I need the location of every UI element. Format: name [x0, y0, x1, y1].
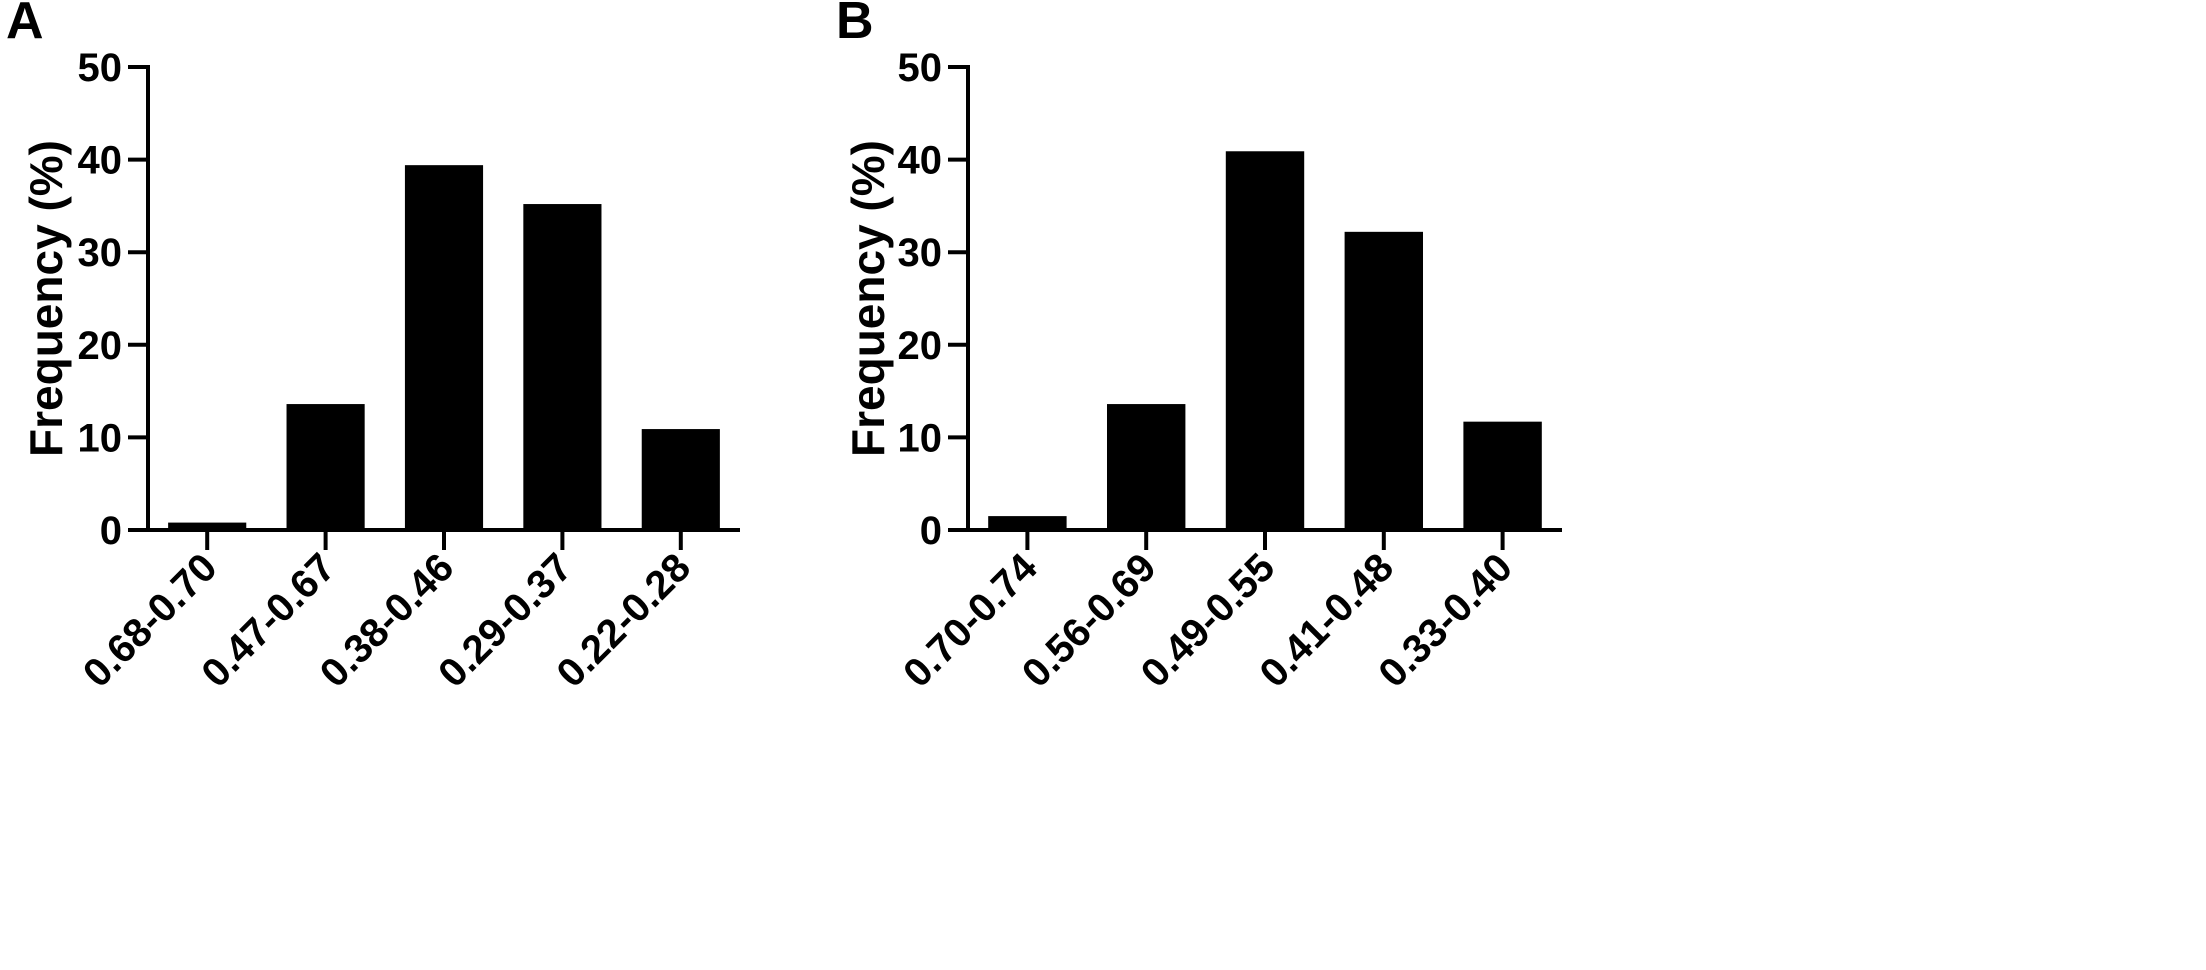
panel-b-chart: B010203040500.70-0.740.56-0.690.49-0.550… [836, 0, 1562, 696]
bar [523, 204, 602, 530]
y-tick-label: 40 [898, 139, 943, 183]
y-tick-label: 30 [898, 231, 943, 275]
y-tick-label: 10 [898, 416, 943, 460]
bar [1344, 231, 1424, 530]
y-tick-label: 0 [100, 509, 122, 553]
y-tick-label: 50 [78, 46, 123, 90]
y-tick-label: 10 [78, 416, 123, 460]
y-tick-label: 30 [78, 231, 123, 275]
bar [1106, 404, 1186, 530]
bar [1225, 151, 1305, 531]
bar [1463, 421, 1542, 530]
y-tick-label: 50 [898, 46, 943, 90]
y-axis-title: Frequency (%) [842, 140, 894, 457]
y-tick-label: 0 [920, 509, 942, 553]
panel-a-chart: A010203040500.68-0.700.47-0.670.38-0.460… [6, 0, 740, 696]
panel-letter: A [6, 0, 44, 50]
y-tick-label: 20 [898, 324, 943, 368]
y-tick-label: 20 [78, 324, 123, 368]
bar [286, 404, 365, 530]
bar [988, 516, 1067, 530]
panel-letter: B [836, 0, 874, 50]
y-axis-title: Frequency (%) [20, 140, 72, 457]
bar [404, 165, 484, 530]
y-tick-label: 40 [78, 139, 123, 183]
bar [641, 429, 720, 530]
bar [168, 522, 247, 530]
